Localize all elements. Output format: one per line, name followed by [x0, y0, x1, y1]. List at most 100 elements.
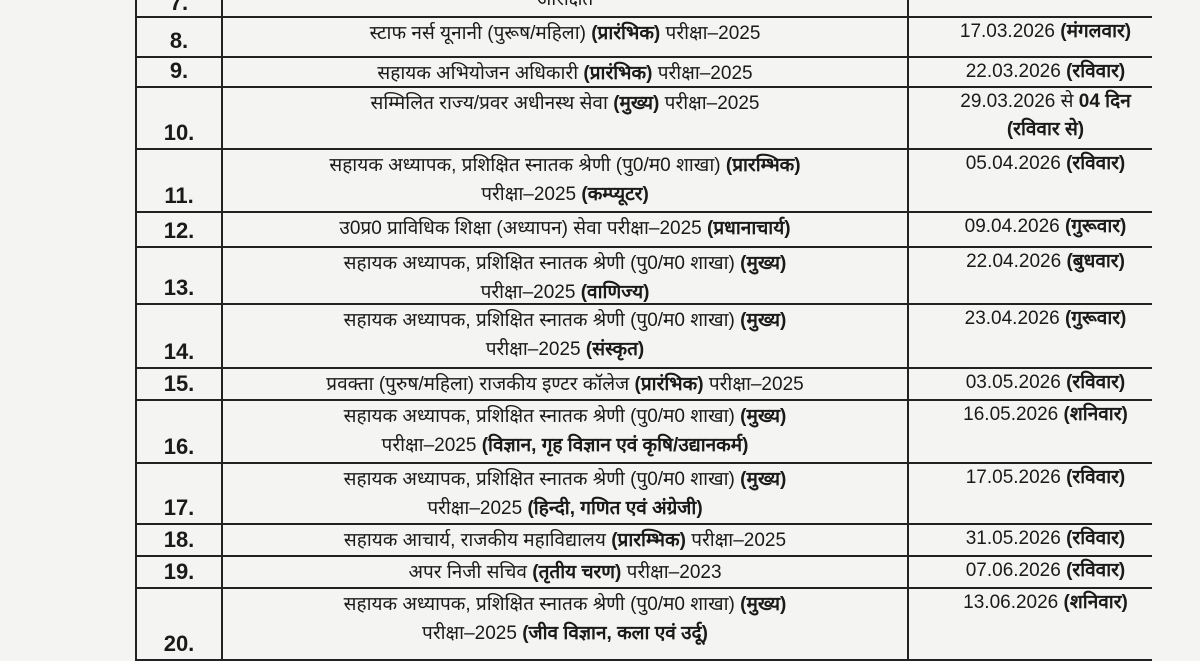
serial-number: 15.: [137, 369, 223, 399]
exam-name: सहायक अभियोजन अधिकारी (प्रारंभिक) परीक्ष…: [223, 58, 909, 86]
exam-date-line: 29.03.2026 से 04 दिन: [939, 88, 1152, 116]
serial-number: 19.: [137, 557, 223, 587]
exam-name: प्रवक्ता (पुरुष/महिला) राजकीय इण्टर कॉले…: [223, 369, 909, 399]
exam-name-line: परीक्षा–2025 (वाणिज्य): [223, 278, 907, 307]
serial-number: 7.: [137, 0, 223, 16]
text: स्टाफ नर्स यूनानी (पुरूष/महिला): [369, 23, 592, 44]
bold-text: (रविवार): [1066, 153, 1126, 174]
exam-name-line: सहायक अध्यापक, प्रशिक्षित स्नातक श्रेणी …: [223, 402, 907, 431]
bold-text: (मंगलवार): [1060, 21, 1132, 42]
table-row: 8. स्टाफ नर्स यूनानी (पुरूष/महिला) (प्रार…: [137, 18, 1152, 58]
bold-text: (प्रारंभिक): [634, 374, 704, 395]
exam-name-line: सहायक अध्यापक, प्रशिक्षित स्नातक श्रेणी …: [223, 249, 907, 278]
exam-name: सम्मिलित राज्य/प्रवर अधीनस्थ सेवा (मुख्य…: [223, 88, 909, 148]
exam-name-line: परीक्षा–2025 (कम्प्यूटर): [223, 180, 907, 209]
exam-name-line: आरक्षित: [223, 0, 907, 14]
text: सहायक अध्यापक, प्रशिक्षित स्नातक श्रेणी …: [343, 594, 741, 615]
exam-name-line: सम्मिलित राज्य/प्रवर अधीनस्थ सेवा (मुख्य…: [223, 89, 907, 118]
exam-name: सहायक अध्यापक, प्रशिक्षित स्नातक श्रेणी …: [223, 305, 909, 367]
exam-date-line: 16.05.2026 (शनिवार): [939, 401, 1152, 429]
exam-date: 17.05.2026 (रविवार): [909, 464, 1152, 523]
serial-number: 14.: [137, 305, 223, 367]
table-row: 10. सम्मिलित राज्य/प्रवर अधीनस्थ सेवा (मु…: [137, 88, 1152, 150]
exam-date-line: 03.05.2026 (रविवार): [939, 369, 1152, 397]
serial-number: 8.: [137, 18, 223, 56]
bold-text: (गुरूवार): [1065, 308, 1127, 329]
table-row: 20. सहायक अध्यापक, प्रशिक्षित स्नातक श्रे…: [137, 589, 1152, 661]
text: आरक्षित: [537, 0, 594, 10]
exam-date: 07.06.2026 (रविवार): [909, 557, 1152, 587]
bold-text: (शनिवार): [1063, 404, 1128, 425]
exam-name-line: सहायक अध्यापक, प्रशिक्षित स्नातक श्रेणी …: [223, 306, 907, 335]
serial-number: 17.: [137, 464, 223, 523]
bold-text: (बुधवार): [1066, 251, 1125, 272]
exam-date-line: (रविवार से): [939, 116, 1152, 144]
serial-number: 12.: [137, 213, 223, 246]
exam-name: सहायक अध्यापक, प्रशिक्षित स्नातक श्रेणी …: [223, 589, 909, 659]
bold-text: (कम्प्यूटर): [581, 184, 649, 205]
text: उ0प्र0 प्राविधिक शिक्षा (अध्यापन) सेवा प…: [339, 218, 708, 239]
serial-number: 13.: [137, 248, 223, 303]
exam-date: 09.04.2026 (गुरूवार): [909, 213, 1152, 246]
table-row: 11. सहायक अध्यापक, प्रशिक्षित स्नातक श्रे…: [137, 150, 1152, 213]
text: परीक्षा–2025: [485, 339, 586, 360]
exam-date: 22.03.2026 (रविवार): [909, 58, 1152, 86]
exam-date: 13.06.2026 (शनिवार): [909, 589, 1152, 659]
text: 22.04.2026: [966, 251, 1067, 272]
exam-date-line: 07.06.2026 (रविवार): [939, 557, 1152, 585]
text: परीक्षा–2025: [659, 93, 760, 114]
text: सहायक आचार्य, राजकीय महाविद्यालय: [343, 530, 612, 551]
exam-name-line: परीक्षा–2025 (हिन्दी, गणित एवं अंग्रेजी): [223, 494, 907, 523]
table-row: 14. सहायक अध्यापक, प्रशिक्षित स्नातक श्रे…: [137, 305, 1152, 369]
serial-number: 9.: [137, 58, 223, 86]
text: सहायक अभियोजन अधिकारी: [377, 63, 584, 84]
text: 13.06.2026: [963, 592, 1064, 613]
exam-name-line: सहायक आचार्य, राजकीय महाविद्यालय (प्रारम…: [223, 526, 907, 555]
exam-name-line: सहायक अध्यापक, प्रशिक्षित स्नातक श्रेणी …: [223, 465, 907, 494]
table-row: 12. उ0प्र0 प्राविधिक शिक्षा (अध्यापन) सेव…: [137, 213, 1152, 248]
bold-text: (मुख्य): [740, 594, 787, 615]
bold-text: 04 दिन: [1078, 91, 1131, 112]
exam-name: सहायक अध्यापक, प्रशिक्षित स्नातक श्रेणी …: [223, 248, 909, 303]
exam-name: उ0प्र0 प्राविधिक शिक्षा (अध्यापन) सेवा प…: [223, 213, 909, 246]
bold-text: (प्रारम्भिक): [611, 530, 686, 551]
bold-text: (रविवार): [1066, 467, 1126, 488]
text: परीक्षा–2025: [481, 184, 582, 205]
text: परीक्षा–2025: [685, 530, 787, 551]
bold-text: (रविवार): [1066, 560, 1126, 581]
bold-text: (मुख्य): [613, 93, 660, 114]
serial-number: 10.: [137, 88, 223, 148]
exam-date: [909, 0, 1152, 16]
bold-text: (हिन्दी, गणित एवं अंग्रेजी): [527, 498, 703, 519]
exam-date: 03.05.2026 (रविवार): [909, 369, 1152, 399]
exam-date-line: 17.03.2026 (मंगलवार): [939, 18, 1152, 46]
exam-name: अपर निजी सचिव (तृतीय चरण) परीक्षा–2023: [223, 557, 909, 587]
exam-name-line: परीक्षा–2025 (जीव विज्ञान, कला एवं उर्दू…: [223, 619, 907, 648]
text: 31.05.2026: [965, 528, 1067, 549]
exam-name: स्टाफ नर्स यूनानी (पुरूष/महिला) (प्रारंभ…: [223, 18, 909, 56]
exam-date: 22.04.2026 (बुधवार): [909, 248, 1152, 303]
text: अपर निजी सचिव: [408, 562, 533, 583]
text: परीक्षा–2025: [660, 23, 761, 44]
bold-text: (वाणिज्य): [580, 282, 650, 303]
exam-name: सहायक अध्यापक, प्रशिक्षित स्नातक श्रेणी …: [223, 464, 909, 523]
text: 22.03.2026: [965, 61, 1067, 82]
bold-text: (संस्कृत): [585, 339, 645, 360]
exam-name: सहायक अध्यापक, प्रशिक्षित स्नातक श्रेणी …: [223, 401, 909, 462]
serial-number: 16.: [137, 401, 223, 462]
exam-date-line: 22.04.2026 (बुधवार): [939, 248, 1152, 276]
text: 17.05.2026: [965, 467, 1067, 488]
exam-date-line: 05.04.2026 (रविवार): [939, 150, 1152, 178]
table-row: 13. सहायक अध्यापक, प्रशिक्षित स्नातक श्रे…: [137, 248, 1152, 305]
exam-date: 29.03.2026 से 04 दिन (रविवार से): [909, 88, 1152, 148]
text: सहायक अध्यापक, प्रशिक्षित स्नातक श्रेणी …: [343, 253, 741, 274]
text: सहायक अध्यापक, प्रशिक्षित स्नातक श्रेणी …: [343, 469, 741, 490]
text: 09.04.2026: [964, 216, 1065, 237]
exam-date: 31.05.2026 (रविवार): [909, 525, 1152, 555]
bold-text: (गुरूवार): [1065, 216, 1127, 237]
bold-text: (प्रधानाचार्य): [707, 218, 791, 239]
bold-text: (तृतीय चरण): [532, 562, 622, 583]
bold-text: (जीव विज्ञान, कला एवं उर्दू): [522, 623, 708, 644]
exam-date: 17.03.2026 (मंगलवार): [909, 18, 1152, 56]
text: सहायक अध्यापक, प्रशिक्षित स्नातक श्रेणी …: [343, 310, 741, 331]
